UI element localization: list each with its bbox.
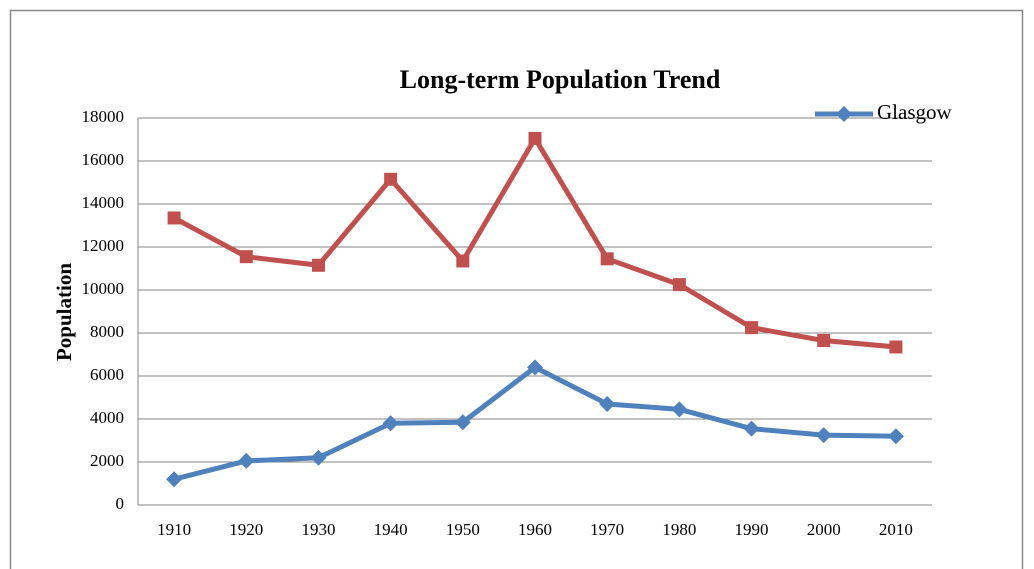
marker: [456, 254, 470, 268]
marker: [310, 449, 327, 466]
marker: [384, 172, 398, 186]
y-tick-label: 6000: [90, 365, 124, 384]
y-tick-label: 18000: [82, 107, 125, 126]
marker: [167, 211, 181, 225]
x-tick-label: 1920: [229, 520, 263, 539]
x-tick-label: 2010: [879, 520, 913, 539]
y-tick-label: 8000: [90, 322, 124, 341]
y-tick-label: 10000: [82, 279, 125, 298]
legend-marker: [836, 106, 852, 122]
marker: [528, 131, 542, 145]
marker: [527, 359, 543, 376]
marker: [889, 340, 903, 354]
marker: [817, 334, 831, 348]
marker: [745, 321, 759, 335]
y-tick-label: 16000: [82, 150, 125, 169]
y-tick-label: 0: [116, 494, 125, 513]
marker: [672, 278, 686, 292]
marker: [815, 427, 832, 444]
x-tick-label: 1940: [374, 520, 408, 539]
marker: [599, 395, 616, 412]
marker: [239, 250, 253, 264]
x-tick-label: 1950: [446, 520, 480, 539]
x-tick-label: 1980: [662, 520, 696, 539]
chart-title: Long-term Population Trend: [400, 65, 721, 94]
x-tick-label: 2000: [807, 520, 841, 539]
marker: [238, 452, 255, 469]
y-axis-label: Population: [52, 263, 76, 361]
marker: [671, 401, 688, 418]
x-tick-label: 1930: [301, 520, 335, 539]
y-tick-label: 12000: [82, 236, 125, 255]
legend-label: Glasgow: [877, 100, 952, 124]
marker: [166, 471, 183, 488]
marker: [311, 258, 325, 272]
marker: [743, 420, 760, 437]
y-tick-label: 4000: [90, 408, 124, 427]
marker: [887, 428, 904, 445]
marker: [454, 414, 471, 431]
marker: [600, 252, 614, 266]
x-tick-label: 1960: [518, 520, 552, 539]
x-tick-label: 1990: [735, 520, 769, 539]
y-tick-label: 14000: [82, 193, 125, 212]
y-tick-label: 2000: [90, 451, 124, 470]
marker: [382, 415, 399, 432]
x-tick-label: 1970: [590, 520, 624, 539]
x-tick-label: 1910: [157, 520, 191, 539]
